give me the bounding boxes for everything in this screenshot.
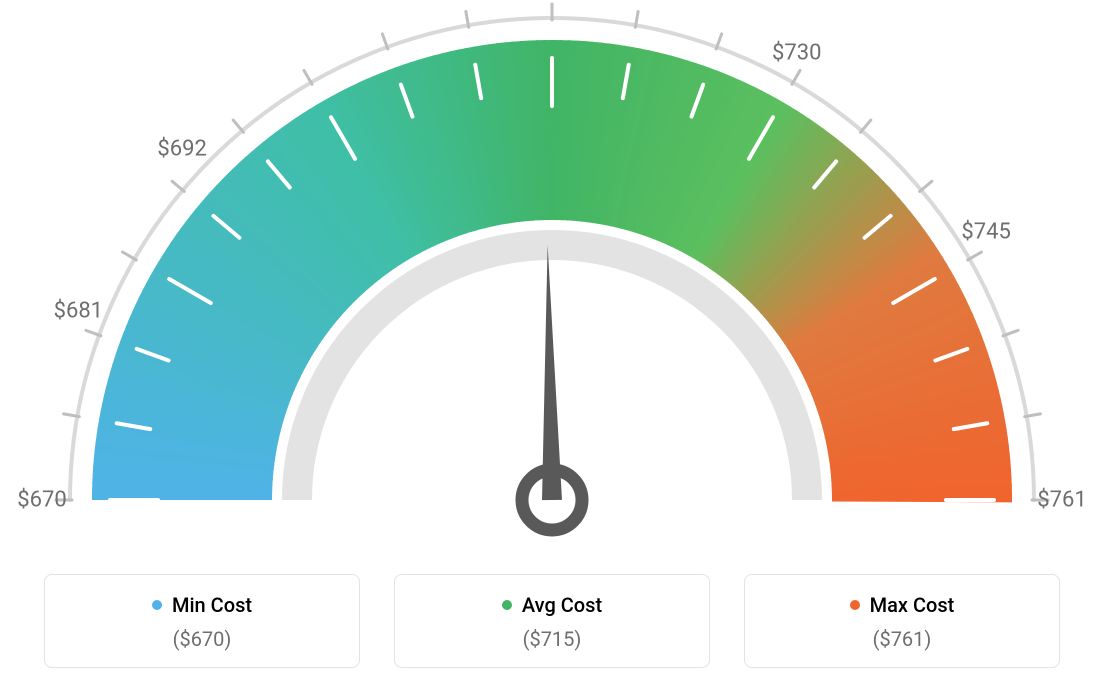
legend-dot-max (850, 600, 860, 610)
legend-title-max: Max Cost (850, 593, 955, 617)
legend-value-min: ($670) (55, 627, 349, 651)
gauge-tick-label: $670 (17, 488, 66, 513)
legend-row: Min Cost ($670) Avg Cost ($715) Max Cost… (0, 574, 1104, 668)
legend-label-min: Min Cost (172, 593, 252, 617)
legend-card-max: Max Cost ($761) (744, 574, 1060, 668)
legend-title-avg: Avg Cost (502, 593, 602, 617)
legend-value-avg: ($715) (405, 627, 699, 651)
legend-label-avg: Avg Cost (522, 593, 602, 617)
legend-dot-avg (502, 600, 512, 610)
legend-card-avg: Avg Cost ($715) (394, 574, 710, 668)
gauge-tick-label: $730 (772, 40, 821, 65)
legend-title-min: Min Cost (152, 593, 252, 617)
legend-card-min: Min Cost ($670) (44, 574, 360, 668)
legend-label-max: Max Cost (870, 593, 955, 617)
gauge-tick-label: $715 (518, 0, 567, 3)
gauge-tick-label: $681 (54, 298, 103, 323)
gauge-tick-label: $745 (961, 220, 1010, 245)
gauge-tick-label: $761 (1037, 488, 1086, 513)
cost-gauge: $670 $681 $692 $715 $730 $745 $761 (0, 0, 1104, 560)
gauge-svg (0, 0, 1104, 560)
legend-dot-min (152, 600, 162, 610)
gauge-tick-label: $692 (157, 136, 206, 161)
legend-value-max: ($761) (755, 627, 1049, 651)
